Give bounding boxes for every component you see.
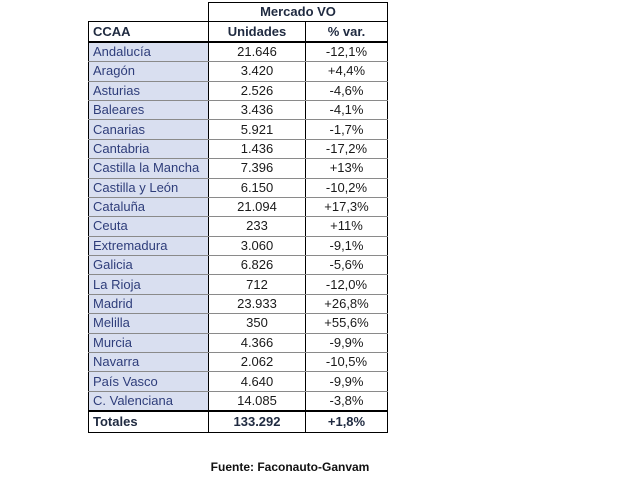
region-cell: Cataluña [88, 197, 209, 218]
column-header-unidades: Unidades [208, 21, 306, 43]
table-row: Baleares 3.436 -4,1% [88, 100, 388, 121]
table-row: Galicia 6.826 -5,6% [88, 255, 388, 276]
total-label: Totales [88, 410, 209, 434]
table-row: Andalucía 21.646 -12,1% [88, 41, 388, 63]
units-cell: 2.062 [208, 352, 306, 373]
region-cell: C. Valenciana [88, 391, 209, 412]
region-cell: Canarias [88, 119, 209, 140]
units-cell: 1.436 [208, 139, 306, 160]
region-cell: Madrid [88, 294, 209, 315]
table-row: Aragón 3.420 +4,4% [88, 61, 388, 82]
region-cell: Navarra [88, 352, 209, 373]
var-cell: +55,6% [305, 313, 388, 334]
units-cell: 3.420 [208, 61, 306, 82]
table-row: Castilla la Mancha 7.396 +13% [88, 158, 388, 179]
units-cell: 5.921 [208, 119, 306, 140]
region-cell: Castilla la Mancha [88, 158, 209, 179]
var-cell: -5,6% [305, 255, 388, 276]
table-row: Murcia 4.366 -9,9% [88, 333, 388, 354]
units-cell: 3.436 [208, 100, 306, 121]
var-cell: -10,5% [305, 352, 388, 373]
region-cell: La Rioja [88, 274, 209, 295]
var-cell: -3,8% [305, 391, 388, 412]
units-cell: 350 [208, 313, 306, 334]
region-cell: Extremadura [88, 236, 209, 257]
region-cell: Asturias [88, 81, 209, 101]
region-cell: Cantabria [88, 139, 209, 160]
table-row: Castilla y León 6.150 -10,2% [88, 178, 388, 198]
total-units: 133.292 [208, 410, 306, 434]
source-note: Fuente: Faconauto-Ganvam [210, 460, 370, 474]
table-row: Extremadura 3.060 -9,1% [88, 236, 388, 257]
region-cell: Baleares [88, 100, 209, 121]
var-cell: -12,0% [305, 274, 388, 295]
group-header: Mercado VO [208, 1, 388, 23]
units-cell: 14.085 [208, 391, 306, 412]
var-cell: -9,9% [305, 333, 388, 354]
units-cell: 7.396 [208, 158, 306, 179]
region-cell: Andalucía [88, 41, 209, 63]
region-cell: Castilla y León [88, 178, 209, 198]
table-row: Canarias 5.921 -1,7% [88, 119, 388, 140]
region-cell: Aragón [88, 61, 209, 82]
var-cell: -4,6% [305, 81, 388, 101]
var-cell: +4,4% [305, 61, 388, 82]
table-row: Cantabria 1.436 -17,2% [88, 139, 388, 160]
table-row: C. Valenciana 14.085 -3,8% [88, 391, 388, 412]
var-cell: +26,8% [305, 294, 388, 315]
units-cell: 4.640 [208, 371, 306, 392]
table-row: Cataluña 21.094 +17,3% [88, 197, 388, 218]
var-cell: -1,7% [305, 119, 388, 140]
var-cell: +17,3% [305, 197, 388, 218]
units-cell: 21.094 [208, 197, 306, 218]
units-cell: 21.646 [208, 41, 306, 63]
region-cell: Murcia [88, 333, 209, 354]
units-cell: 6.826 [208, 255, 306, 276]
table-row: Madrid 23.933 +26,8% [88, 294, 388, 315]
var-cell: +11% [305, 216, 388, 237]
region-cell: Melilla [88, 313, 209, 334]
total-row: Totales 133.292 +1,8% [88, 410, 388, 434]
table-row: Navarra 2.062 -10,5% [88, 352, 388, 373]
units-cell: 233 [208, 216, 306, 237]
var-cell: -17,2% [305, 139, 388, 160]
column-header-var: % var. [305, 21, 388, 43]
total-var: +1,8% [305, 410, 388, 434]
var-cell: -9,9% [305, 371, 388, 392]
market-table: Mercado VO CCAA Unidades % var. Andalucí… [88, 1, 388, 434]
units-cell: 4.366 [208, 333, 306, 354]
column-header-row: CCAA Unidades % var. [88, 21, 388, 43]
var-cell: -4,1% [305, 100, 388, 121]
region-cell: Galicia [88, 255, 209, 276]
table-row: Melilla 350 +55,6% [88, 313, 388, 334]
units-cell: 2.526 [208, 81, 306, 101]
region-cell: País Vasco [88, 371, 209, 392]
units-cell: 3.060 [208, 236, 306, 257]
units-cell: 712 [208, 274, 306, 295]
units-cell: 6.150 [208, 178, 306, 198]
table-row: Ceuta 233 +11% [88, 216, 388, 237]
units-cell: 23.933 [208, 294, 306, 315]
table-row: La Rioja 712 -12,0% [88, 274, 388, 295]
var-cell: -9,1% [305, 236, 388, 257]
group-header-row: Mercado VO [89, 1, 388, 23]
table-row: Asturias 2.526 -4,6% [88, 81, 388, 101]
table-row: País Vasco 4.640 -9,9% [88, 371, 388, 392]
var-cell: +13% [305, 158, 388, 179]
var-cell: -12,1% [305, 41, 388, 63]
var-cell: -10,2% [305, 178, 388, 198]
column-header-ccaa: CCAA [88, 21, 209, 43]
region-cell: Ceuta [88, 216, 209, 237]
